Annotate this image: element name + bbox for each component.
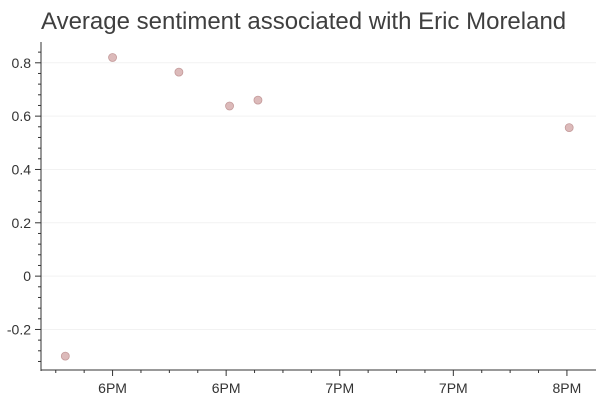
y-tick-label: 0.8 <box>12 55 32 71</box>
y-tick-label: 0.6 <box>12 108 32 124</box>
y-tick-label: -0.2 <box>7 321 31 337</box>
y-tick-label: 0.2 <box>12 215 32 231</box>
x-tick-label: 7PM <box>439 380 468 396</box>
data-point-1 <box>108 53 117 62</box>
y-tick-label: 0 <box>23 268 31 284</box>
x-tick-label: 6PM <box>212 380 241 396</box>
data-point-2 <box>174 67 184 77</box>
axes: -0.2 0 0.2 0.4 0.6 0.8 6PM 6PM 7PM 7PM 8PM <box>7 42 596 396</box>
y-tick-label: 0.4 <box>12 161 32 177</box>
data-point-0 <box>60 351 70 361</box>
x-tick-label: 7PM <box>325 380 354 396</box>
data-point-5 <box>564 123 574 132</box>
data-point-3 <box>225 101 234 111</box>
data-point-4 <box>253 95 263 105</box>
x-tick-label: 6PM <box>98 380 127 396</box>
data-points <box>60 53 574 361</box>
x-tick-label: 8PM <box>553 380 582 396</box>
grid-lines <box>41 62 596 330</box>
chart-title: Average sentiment associated with Eric M… <box>41 8 567 35</box>
